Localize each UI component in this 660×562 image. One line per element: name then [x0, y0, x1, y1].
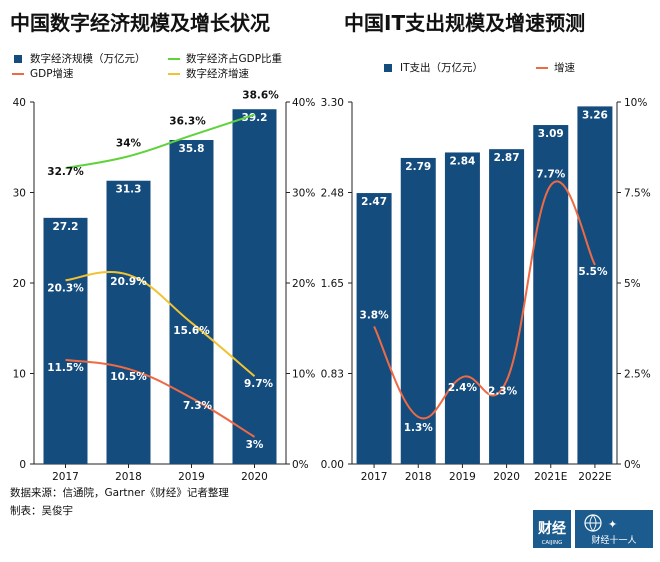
bar [43, 217, 88, 464]
legend-label: 数字经济增速 [186, 67, 249, 80]
footer-author: 制表：吴俊宇 [10, 504, 73, 517]
y-left-tick-label: 1.65 [321, 278, 344, 290]
line-value-label: 2.4% [448, 382, 478, 394]
bar-value-label: 3.09 [538, 128, 564, 140]
y-right-tick-label: 7.5% [624, 188, 651, 200]
series-line [373, 180, 596, 420]
caijing11-logo: ✦ 财经十一人 [575, 510, 653, 548]
x-tick-label: 2021E [534, 471, 567, 483]
series-line [65, 358, 256, 438]
bar [577, 106, 613, 464]
line-value-label: 2.3% [488, 386, 518, 398]
y-left-tick-label: 3.30 [321, 97, 344, 109]
legend-label: 数字经济占GDP比重 [186, 52, 282, 65]
line-value-label: 9.7% [244, 378, 274, 390]
y-left-tick-label: 0.83 [321, 369, 344, 381]
x-tick-label: 2018 [115, 471, 142, 483]
legend-label: IT支出（万亿元） [400, 61, 483, 74]
line-value-label: 15.6% [173, 325, 210, 337]
bar-value-label: 2.79 [405, 161, 431, 173]
bar-value-label: 2.84 [449, 155, 475, 167]
caijing-logo-main: 财经 [537, 520, 566, 537]
bar [489, 149, 525, 465]
bar [169, 140, 214, 464]
line-value-label: 5.5% [578, 266, 608, 278]
x-tick-label: 2017 [361, 471, 388, 483]
line-value-label: 20.3% [47, 282, 84, 294]
legend-label: GDP增速 [30, 67, 74, 80]
bar-value-label: 3.26 [582, 109, 608, 121]
x-tick-label: 2019 [178, 471, 205, 483]
globe-meridian [585, 514, 601, 532]
legend-swatch-bar [14, 55, 22, 63]
x-tick-label: 2017 [52, 471, 79, 483]
chart-title: 中国数字经济规模及增长状况 [10, 11, 270, 35]
line-value-label: 3% [246, 439, 264, 451]
y-left-tick-label: 2.48 [321, 188, 344, 200]
bar [232, 109, 277, 465]
x-tick-label: 2019 [449, 471, 476, 483]
y-left-tick-label: 30 [13, 188, 26, 200]
bar [533, 125, 569, 464]
runner-icon: ✦ [608, 518, 617, 531]
bar-value-label: 39.2 [242, 112, 268, 124]
x-tick-label: 2020 [241, 471, 268, 483]
y-left-tick-label: 20 [13, 278, 26, 290]
x-tick-label: 2018 [405, 471, 432, 483]
bar-value-label: 27.2 [53, 221, 79, 233]
chart-it-spending: 中国IT支出规模及增速预测 IT支出（万亿元） 增速 0.00 0.83 1.65 2.48… [321, 11, 651, 483]
y-right-tick-label: 5% [624, 278, 641, 290]
line-value-label: 7.3% [183, 400, 213, 412]
line-value-label: 38.6% [242, 90, 279, 102]
line-value-label: 11.5% [47, 362, 84, 374]
bar [444, 152, 480, 464]
y-right-tick-label: 10% [624, 97, 647, 109]
y-left-tick-label: 40 [13, 97, 26, 109]
line-value-label: 20.9% [110, 276, 147, 288]
y-right-tick-label: 0% [292, 459, 309, 471]
x-tick-label: 2020 [493, 471, 520, 483]
y-right-tick-label: 30% [292, 188, 315, 200]
caijing11-logo-text: 财经十一人 [591, 534, 636, 546]
caijing-logo: 财经 CAIJING [533, 510, 571, 548]
legend-label: 数字经济规模（万亿元） [30, 52, 146, 65]
y-right-tick-label: 0% [624, 459, 641, 471]
chart-title: 中国IT支出规模及增速预测 [344, 11, 585, 35]
x-tick-label: 2022E [578, 471, 611, 483]
series-line [65, 113, 255, 170]
bar [106, 180, 151, 465]
bar-value-label: 31.3 [116, 184, 142, 196]
y-right-tick-label: 2.5% [624, 369, 651, 381]
line-value-label: 36.3% [169, 115, 206, 127]
y-right-tick-label: 10% [292, 369, 315, 381]
caijing-logo-sub: CAIJING [542, 540, 563, 546]
footer-source: 数据来源：信通院，Gartner《财经》记者整理 [10, 486, 229, 499]
line-value-label: 32.7% [47, 166, 84, 178]
y-left-tick-label: 10 [13, 369, 26, 381]
legend-swatch-bar [384, 64, 392, 72]
bar-value-label: 35.8 [179, 143, 205, 155]
bar-value-label: 2.87 [494, 152, 520, 164]
legend-label: 增速 [554, 61, 575, 74]
line-value-label: 34% [116, 137, 142, 149]
y-right-tick-label: 20% [292, 278, 315, 290]
line-value-label: 3.8% [360, 309, 390, 321]
caijing-logo-box [533, 510, 571, 548]
y-left-tick-label: 0.00 [321, 459, 344, 471]
line-value-label: 1.3% [404, 422, 434, 434]
y-right-tick-label: 40% [292, 97, 315, 109]
y-left-tick-label: 0 [19, 459, 26, 471]
line-value-label: 7.7% [536, 168, 566, 180]
bar-value-label: 2.47 [361, 196, 387, 208]
series-line [65, 270, 256, 377]
line-value-label: 10.5% [110, 371, 147, 383]
bar [400, 157, 436, 465]
